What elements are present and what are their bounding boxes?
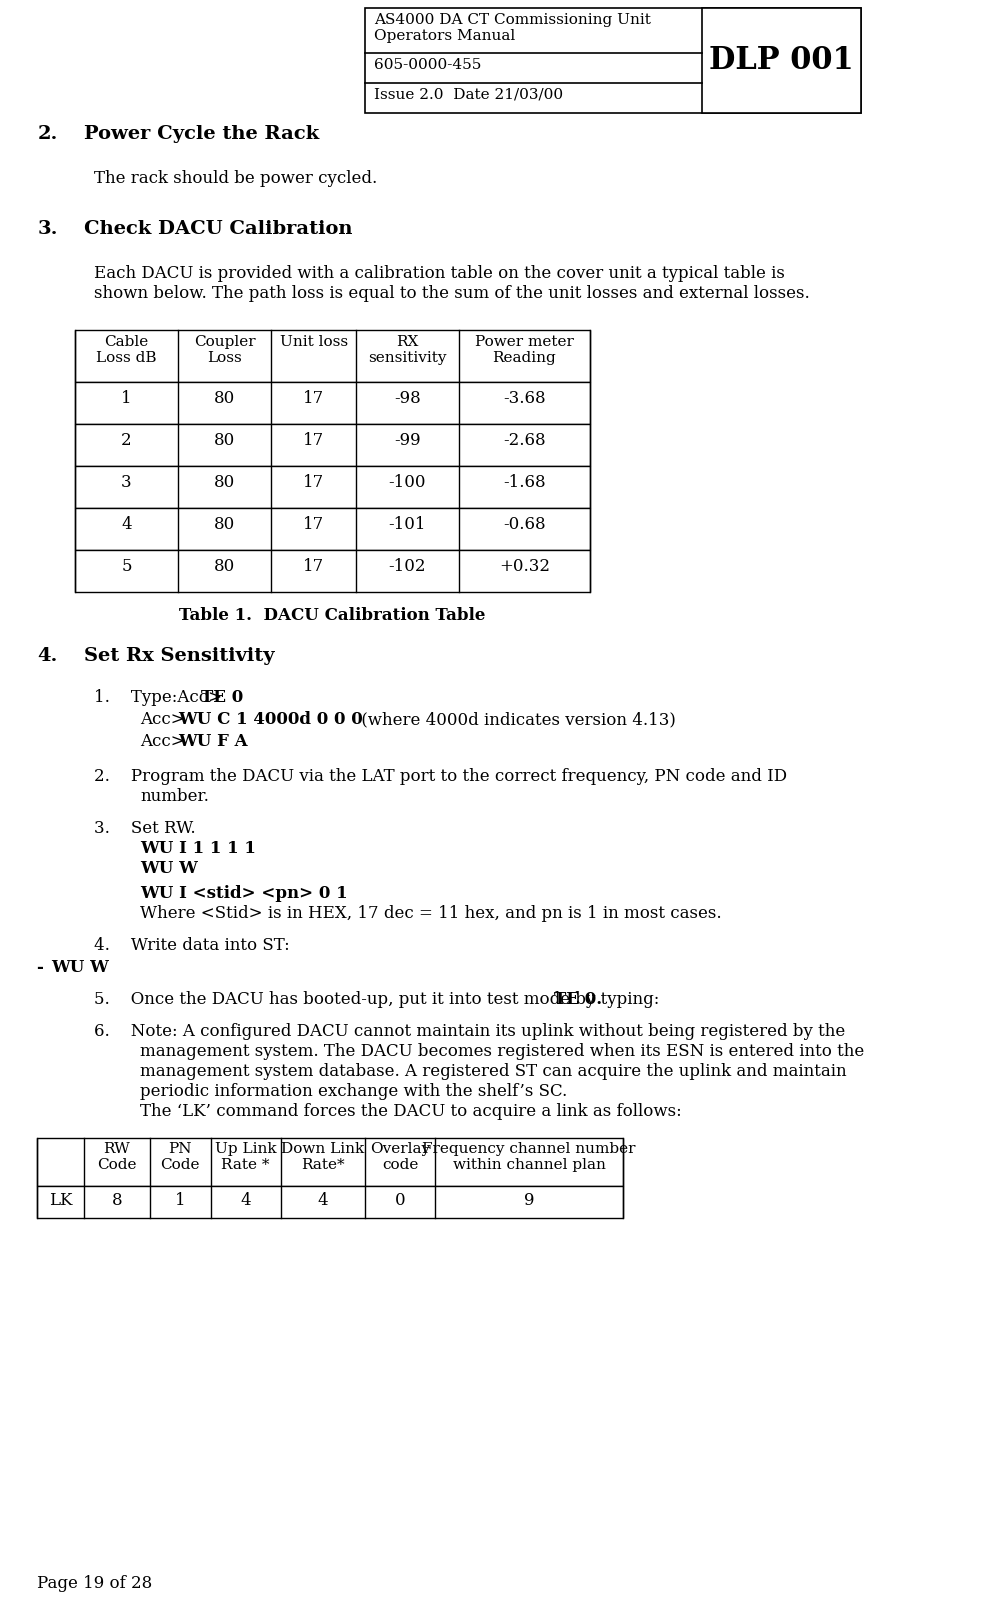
Text: PN
Code: PN Code xyxy=(160,1142,200,1173)
Text: 2: 2 xyxy=(121,431,131,449)
Text: 80: 80 xyxy=(214,390,235,407)
Text: Overlay
code: Overlay code xyxy=(370,1142,430,1173)
Text: WU W: WU W xyxy=(51,959,109,975)
Text: Power Cycle the Rack: Power Cycle the Rack xyxy=(84,125,320,143)
Text: 17: 17 xyxy=(303,390,325,407)
Text: Table 1.  DACU Calibration Table: Table 1. DACU Calibration Table xyxy=(179,606,486,624)
Text: 4: 4 xyxy=(318,1192,329,1209)
Text: -: - xyxy=(37,959,50,975)
Text: -99: -99 xyxy=(394,431,421,449)
Text: 2.    Program the DACU via the LAT port to the correct frequency, PN code and ID: 2. Program the DACU via the LAT port to … xyxy=(93,768,787,784)
Text: 1: 1 xyxy=(175,1192,185,1209)
Text: TE 0: TE 0 xyxy=(201,690,243,706)
Text: 3.    Set RW.: 3. Set RW. xyxy=(93,820,195,837)
Text: 4.: 4. xyxy=(37,646,58,666)
Text: WU I 1 1 1 1: WU I 1 1 1 1 xyxy=(140,840,257,857)
Text: 3: 3 xyxy=(121,475,131,491)
Bar xyxy=(365,8,862,112)
Text: -3.68: -3.68 xyxy=(503,390,545,407)
Bar xyxy=(75,330,590,382)
Bar xyxy=(37,1137,622,1185)
Text: WU C 1 4000d 0 0 0: WU C 1 4000d 0 0 0 xyxy=(178,711,363,728)
Text: -98: -98 xyxy=(394,390,421,407)
Text: +0.32: +0.32 xyxy=(499,558,550,574)
Text: -101: -101 xyxy=(389,516,426,533)
Text: 8: 8 xyxy=(111,1192,122,1209)
Text: Acc>: Acc> xyxy=(140,733,190,751)
Text: Check DACU Calibration: Check DACU Calibration xyxy=(84,220,353,237)
Text: 1: 1 xyxy=(121,390,131,407)
Text: WU F A: WU F A xyxy=(178,733,247,751)
Text: 17: 17 xyxy=(303,475,325,491)
Text: -2.68: -2.68 xyxy=(503,431,545,449)
Text: 9: 9 xyxy=(524,1192,534,1209)
Bar xyxy=(75,508,590,550)
Text: WU W: WU W xyxy=(140,860,198,877)
Text: WU I <stid> <pn> 0 1: WU I <stid> <pn> 0 1 xyxy=(140,885,348,901)
Text: 4: 4 xyxy=(121,516,131,533)
Text: Down Link
Rate*: Down Link Rate* xyxy=(282,1142,365,1173)
Text: RW
Code: RW Code xyxy=(97,1142,136,1173)
Text: 5: 5 xyxy=(121,558,131,574)
Text: 17: 17 xyxy=(303,558,325,574)
Text: 80: 80 xyxy=(214,431,235,449)
Text: Acc>: Acc> xyxy=(140,711,190,728)
Text: 5.    Once the DACU has booted-up, put it into test mode by typing:: 5. Once the DACU has booted-up, put it i… xyxy=(93,991,664,1007)
Text: Unit loss: Unit loss xyxy=(280,335,348,350)
Text: 6.    Note: A configured DACU cannot maintain its uplink without being registere: 6. Note: A configured DACU cannot mainta… xyxy=(93,1023,845,1039)
Text: The rack should be power cycled.: The rack should be power cycled. xyxy=(93,170,377,188)
Text: RX
sensitivity: RX sensitivity xyxy=(368,335,447,366)
Text: 605-0000-455: 605-0000-455 xyxy=(375,58,482,72)
Text: -1.68: -1.68 xyxy=(503,475,545,491)
Text: Set Rx Sensitivity: Set Rx Sensitivity xyxy=(84,646,275,666)
Text: 3.: 3. xyxy=(37,220,58,237)
Text: 4: 4 xyxy=(240,1192,252,1209)
Text: Up Link
Rate *: Up Link Rate * xyxy=(215,1142,277,1173)
Text: 17: 17 xyxy=(303,516,325,533)
Text: 17: 17 xyxy=(303,431,325,449)
Text: LK: LK xyxy=(49,1192,72,1209)
Text: Issue 2.0  Date 21/03/00: Issue 2.0 Date 21/03/00 xyxy=(375,88,563,103)
Text: management system. The DACU becomes registered when its ESN is entered into the: management system. The DACU becomes regi… xyxy=(140,1043,865,1060)
Text: 2.: 2. xyxy=(37,125,58,143)
Text: Coupler
Loss: Coupler Loss xyxy=(193,335,256,366)
Text: AS4000 DA CT Commissioning Unit
Operators Manual: AS4000 DA CT Commissioning Unit Operator… xyxy=(375,13,651,43)
Text: number.: number. xyxy=(140,788,209,805)
Bar xyxy=(75,467,590,508)
Text: Frequency channel number
within channel plan: Frequency channel number within channel … xyxy=(422,1142,635,1173)
Bar xyxy=(75,382,590,423)
Text: The ‘LK’ command forces the DACU to acquire a link as follows:: The ‘LK’ command forces the DACU to acqu… xyxy=(140,1104,682,1120)
Text: 0: 0 xyxy=(395,1192,406,1209)
Text: Where <Stid> is in HEX, 17 dec = 11 hex, and pn is 1 in most cases.: Where <Stid> is in HEX, 17 dec = 11 hex,… xyxy=(140,905,722,922)
Text: periodic information exchange with the shelf’s SC.: periodic information exchange with the s… xyxy=(140,1083,568,1100)
Text: management system database. A registered ST can acquire the uplink and maintain: management system database. A registered… xyxy=(140,1063,847,1079)
Text: Cable
Loss dB: Cable Loss dB xyxy=(96,335,156,366)
Text: Power meter
Reading: Power meter Reading xyxy=(475,335,574,366)
Text: DLP 001: DLP 001 xyxy=(709,45,854,75)
Text: -102: -102 xyxy=(389,558,426,574)
Text: 80: 80 xyxy=(214,558,235,574)
Bar xyxy=(75,550,590,592)
Text: Each DACU is provided with a calibration table on the cover unit a typical table: Each DACU is provided with a calibration… xyxy=(93,265,810,302)
Text: 4.    Write data into ST:: 4. Write data into ST: xyxy=(93,937,290,954)
Text: -0.68: -0.68 xyxy=(503,516,545,533)
Text: Page 19 of 28: Page 19 of 28 xyxy=(37,1575,152,1593)
Text: 1.    Type:Acc>: 1. Type:Acc> xyxy=(93,690,227,706)
Text: 80: 80 xyxy=(214,516,235,533)
Text: 80: 80 xyxy=(214,475,235,491)
Text: TE 0.: TE 0. xyxy=(554,991,602,1007)
Bar xyxy=(37,1185,622,1217)
Text: (where 4000d indicates version 4.13): (where 4000d indicates version 4.13) xyxy=(356,711,675,728)
Text: -100: -100 xyxy=(389,475,426,491)
Bar xyxy=(75,423,590,467)
Bar xyxy=(702,8,862,112)
